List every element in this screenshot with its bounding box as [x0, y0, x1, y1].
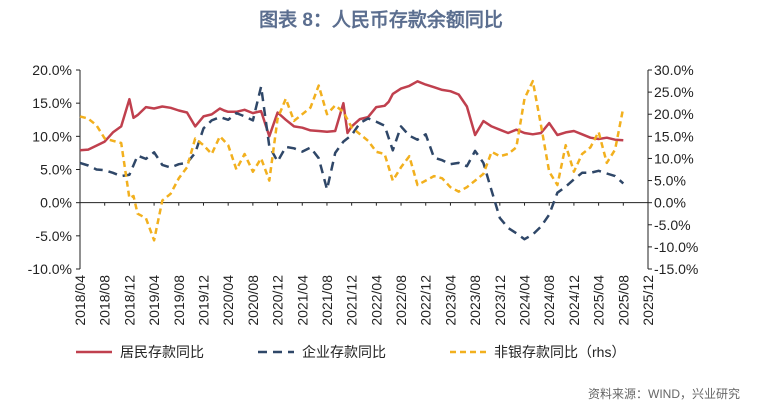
- x-axis-tick-label: 2019/12: [195, 275, 211, 326]
- x-axis-tick-label: 2023/04: [442, 275, 458, 326]
- right-axis-tick-label: 10.0%: [654, 150, 694, 166]
- right-axis-tick-label: -10.0%: [654, 239, 698, 255]
- x-axis-tick-label: 2023/12: [492, 275, 508, 326]
- left-axis-tick-label: 10.0%: [32, 128, 72, 144]
- x-axis-tick-label: 2018/12: [121, 275, 137, 326]
- right-axis-tick-label: -5.0%: [654, 217, 691, 233]
- right-axis-tick-label: -15.0%: [654, 261, 698, 277]
- x-axis-tick-label: 2021/12: [344, 275, 360, 326]
- legend-label-2: 企业存款同比: [302, 344, 386, 360]
- x-axis-tick-label: 2024/12: [566, 275, 582, 326]
- x-axis-tick-label: 2022/04: [368, 275, 384, 326]
- right-axis-tick-label: 5.0%: [654, 173, 686, 189]
- x-axis-tick-label: 2022/12: [418, 275, 434, 326]
- left-axis-tick-label: 0.0%: [40, 195, 72, 211]
- series-line-1: [79, 80, 624, 152]
- left-axis-tick-label: 15.0%: [32, 95, 72, 111]
- series-line-3: [79, 79, 625, 242]
- source-note: 资料来源：WIND，兴业研究: [588, 386, 740, 401]
- axes-layer: -10.0% -5.0% 0.0% 5.0% 10.0% 15.0% 20.0% -15.0%…: [28, 62, 699, 326]
- x-axis-tick-label: 2018/04: [72, 275, 88, 326]
- x-axis-tick-label: 2019/08: [171, 275, 187, 326]
- x-axis-tick-label: 2020/12: [270, 275, 286, 326]
- left-axis-tick-label: 5.0%: [40, 162, 72, 178]
- x-axis-tick-label: 2025/12: [640, 275, 656, 326]
- x-axis-tick-label: 2025/04: [591, 275, 607, 326]
- x-axis-tick-label: 2021/08: [319, 275, 335, 326]
- x-axis-tick-label: 2021/04: [294, 275, 310, 326]
- x-axis-tick-label: 2019/04: [146, 275, 162, 326]
- right-axis-tick-label: 20.0%: [654, 106, 694, 122]
- right-axis-tick-label: 0.0%: [654, 195, 686, 211]
- legend-label-1: 居民存款同比: [120, 344, 204, 360]
- x-axis-tick-label: 2020/08: [245, 275, 261, 326]
- right-axis-tick-label: 30.0%: [654, 62, 694, 78]
- x-axis-tick-label: 2023/08: [467, 275, 483, 326]
- right-axis-tick-label: 25.0%: [654, 84, 694, 100]
- series-line-2: [79, 85, 625, 241]
- right-axis-tick-label: 15.0%: [654, 128, 694, 144]
- series-layer: [79, 79, 625, 242]
- legend: 居民存款同比 企业存款同比 非银存款同比（rhs）: [76, 344, 625, 360]
- x-axis-tick-label: 2024/04: [517, 275, 533, 326]
- chart-title: 图表 8：人民币存款余额同比: [259, 8, 503, 31]
- left-axis-tick-label: 20.0%: [32, 62, 72, 78]
- x-axis-tick-label: 2025/08: [615, 275, 631, 326]
- x-axis-tick-label: 2024/08: [541, 275, 557, 326]
- left-axis-tick-label: -5.0%: [35, 228, 72, 244]
- left-axis-tick-label: -10.0%: [28, 261, 72, 277]
- x-axis-tick-label: 2022/08: [393, 275, 409, 326]
- legend-label-3: 非银存款同比（rhs）: [494, 344, 625, 360]
- x-axis-tick-label: 2020/04: [220, 275, 236, 326]
- x-axis-tick-label: 2018/08: [97, 275, 113, 326]
